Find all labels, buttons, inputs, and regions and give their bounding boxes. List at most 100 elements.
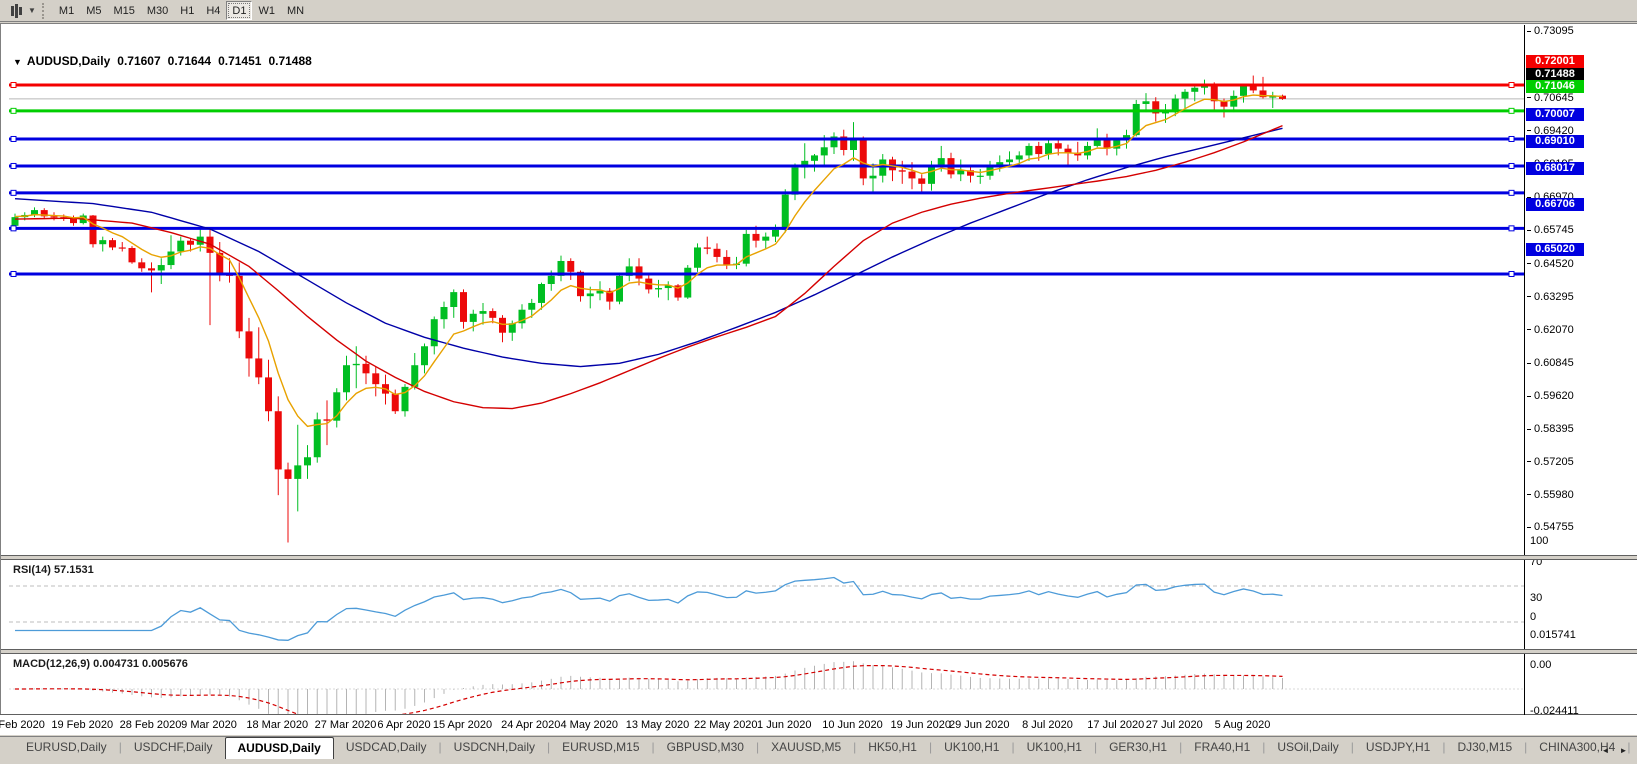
line-anchor-handle[interactable] <box>10 135 17 142</box>
main-chart-plot[interactable] <box>9 49 1525 555</box>
timeframe-button-mn[interactable]: MN <box>286 4 305 17</box>
tab-separator: | <box>438 740 442 754</box>
date-label: 6 Apr 2020 <box>377 719 431 731</box>
line-anchor-handle[interactable] <box>10 107 17 114</box>
candle-body <box>1035 145 1043 155</box>
chart-tab-xauusd-m5[interactable]: XAUUSD,M5 <box>771 740 842 754</box>
chart-tab-usdchf-daily[interactable]: USDCHF,Daily <box>133 740 213 754</box>
price-line-label: 0.71046 <box>1526 80 1584 94</box>
macd-axis-label: 0.00 <box>1530 659 1552 671</box>
chart-tab-usoil-h[interactable]: USOil,H <box>1630 737 1637 759</box>
candle-body <box>752 233 760 241</box>
rsi-plot[interactable] <box>9 560 1525 649</box>
candle-body <box>333 392 341 421</box>
chart-tab-fra40-h1[interactable]: FRA40,H1 <box>1194 740 1251 754</box>
candle-body <box>109 240 116 248</box>
moving-average-line <box>14 124 1283 410</box>
candle-body <box>518 309 526 324</box>
line-anchor-handle[interactable] <box>10 270 17 277</box>
timeframe-button-h4[interactable]: H4 <box>206 4 221 17</box>
chart-tab-dj30-m15[interactable]: DJ30,M15 <box>1457 740 1513 754</box>
rsi-axis-label: 100 <box>1530 535 1549 547</box>
line-anchor-handle[interactable] <box>10 162 17 169</box>
timeframe-button-w1[interactable]: W1 <box>258 4 275 17</box>
tab-separator: | <box>1350 740 1354 754</box>
chart-tab-gbpusd-m30[interactable]: GBPUSD,M30 <box>666 740 744 754</box>
candle-body <box>216 252 224 274</box>
candlestick-chart-icon[interactable] <box>4 2 28 20</box>
line-anchor-handle[interactable] <box>1508 225 1515 232</box>
toolbar-grip[interactable] <box>41 2 47 19</box>
line-anchor-handle[interactable] <box>1508 135 1515 142</box>
high-value: 0.71644 <box>167 54 212 68</box>
chart-tab-china300-h4[interactable]: CHINA300,H4 <box>1539 740 1616 754</box>
price-line-label: 0.70007 <box>1526 108 1584 122</box>
candlestick-chart-icon <box>10 5 14 16</box>
candle-body <box>362 363 370 374</box>
price-tick-label: 0.55980 <box>1527 489 1574 501</box>
line-anchor-handle[interactable] <box>10 225 17 232</box>
line-anchor-handle[interactable] <box>1508 189 1515 196</box>
date-label: 9 Mar 2020 <box>181 719 237 731</box>
panel-resize-divider[interactable] <box>1 555 1637 560</box>
tab-scroll-right-button[interactable]: ► <box>1619 745 1628 755</box>
candle-body <box>99 240 107 245</box>
candle-body <box>391 393 399 412</box>
line-anchor-handle[interactable] <box>1508 162 1515 169</box>
candle-body <box>11 217 19 226</box>
chart-tab-ger30-h1[interactable]: GER30,H1 <box>1109 740 1168 754</box>
line-anchor-handle[interactable] <box>1508 270 1515 277</box>
candle-body <box>1015 155 1023 160</box>
line-anchor-handle[interactable] <box>1508 82 1515 88</box>
candle-body <box>1191 87 1199 92</box>
timeframe-button-m30[interactable]: M30 <box>146 4 169 17</box>
timeframe-button-d1[interactable]: D1 <box>226 1 253 20</box>
rsi-indicator-label: RSI(14) 57.1531 <box>13 564 94 576</box>
price-tick-label: 0.63295 <box>1527 291 1574 303</box>
timeframe-button-m5[interactable]: M5 <box>86 4 102 17</box>
macd-plot[interactable] <box>9 653 1525 737</box>
chart-tab-eurusd-daily[interactable]: EURUSD,Daily <box>26 740 107 754</box>
chevron-down-icon[interactable]: ▼ <box>28 6 36 15</box>
candle-body <box>323 419 331 421</box>
chart-tab-usoil-daily[interactable]: USOil,Daily <box>1277 740 1339 754</box>
chart-tab-usdjpy-h1[interactable]: USDJPY,H1 <box>1365 740 1431 754</box>
chart-tab-usdcad-daily[interactable]: USDCAD,Daily <box>345 740 427 754</box>
candle-body <box>352 363 360 366</box>
price-tick-label: 0.62070 <box>1527 324 1574 336</box>
chart-tab-audusd-daily[interactable]: AUDUSD,Daily <box>224 737 334 759</box>
tab-scroll-left-button[interactable]: ◄ <box>1601 745 1610 755</box>
timeframe-button-m15[interactable]: M15 <box>113 4 135 17</box>
timeframe-button-h1[interactable]: H1 <box>180 4 195 17</box>
chart-tab-eurusd-m15[interactable]: EURUSD,M15 <box>562 740 640 754</box>
chart-tab-uk100-h1[interactable]: UK100,H1 <box>944 740 1000 754</box>
candle-body <box>1240 86 1247 96</box>
chart-tab-uk100-h1[interactable]: UK100,H1 <box>1026 740 1082 754</box>
chart-tab-hk50-h1[interactable]: HK50,H1 <box>868 740 917 754</box>
candle-body <box>586 293 594 297</box>
macd-axis-label: 0.015741 <box>1530 629 1576 641</box>
chevron-down-icon: ▼ <box>13 57 22 67</box>
tick-mark <box>1527 130 1531 132</box>
candle-body <box>343 365 350 393</box>
candlestick-chart-icon <box>18 6 22 15</box>
low-value: 0.71451 <box>218 54 262 68</box>
line-anchor-handle[interactable] <box>10 189 17 196</box>
line-anchor-handle[interactable] <box>10 82 17 88</box>
candle-body <box>908 171 916 179</box>
panel-resize-divider[interactable] <box>1 649 1637 654</box>
candle-body <box>694 247 701 268</box>
candle-body <box>1025 145 1033 156</box>
symbol-period-label: AUDUSD,Daily <box>26 54 111 68</box>
timeframe-button-m1[interactable]: M1 <box>58 4 75 17</box>
line-anchor-handle[interactable] <box>1508 107 1515 114</box>
candle-body <box>440 307 448 320</box>
candle-body <box>567 260 575 272</box>
candle-body <box>1064 148 1072 153</box>
candle-body <box>538 283 545 303</box>
date-label: 22 May 2020 <box>693 719 758 731</box>
chart-tab-usdcnh-daily[interactable]: USDCNH,Daily <box>453 740 536 754</box>
candle-body <box>547 275 555 284</box>
tick-mark <box>1527 494 1531 496</box>
